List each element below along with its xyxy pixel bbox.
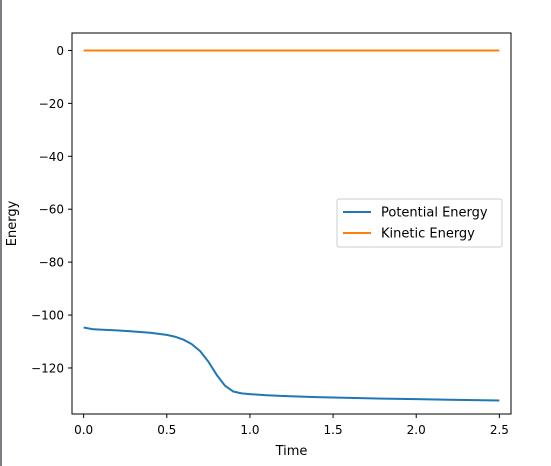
y-tick-label: −120 bbox=[31, 361, 64, 375]
legend: Potential Energy Kinetic Energy bbox=[336, 198, 503, 248]
x-tick-label: 1.0 bbox=[240, 423, 259, 437]
x-tick-label: 2.5 bbox=[490, 423, 509, 437]
x-tick-label: 1.5 bbox=[324, 423, 343, 437]
y-axis-ticks: 0 −20 −40 −60 −80 −100 −120 bbox=[31, 44, 72, 375]
x-axis-ticks: 0.0 0.5 1.0 1.5 2.0 2.5 bbox=[74, 414, 509, 437]
y-axis-label: Energy bbox=[5, 200, 20, 246]
x-axis-label: Time bbox=[275, 444, 308, 459]
y-tick-label: 0 bbox=[56, 44, 64, 58]
y-tick-label: −20 bbox=[39, 97, 64, 111]
y-tick-label: −60 bbox=[39, 203, 64, 217]
series-line-potential-energy bbox=[83, 326, 500, 402]
legend-label-kinetic-energy: Kinetic Energy bbox=[381, 227, 475, 242]
x-tick-label: 0.0 bbox=[74, 423, 93, 437]
y-tick-label: −100 bbox=[31, 309, 64, 323]
plot-frame bbox=[71, 32, 512, 415]
legend-label-potential-energy: Potential Energy bbox=[381, 206, 488, 221]
x-tick-label: 0.5 bbox=[157, 423, 176, 437]
legend-box bbox=[336, 198, 503, 248]
plot-lines bbox=[83, 49, 500, 402]
window-edge bbox=[0, 0, 2, 466]
y-tick-label: −40 bbox=[39, 150, 64, 164]
x-tick-label: 2.0 bbox=[407, 423, 426, 437]
y-tick-label: −80 bbox=[39, 256, 64, 270]
